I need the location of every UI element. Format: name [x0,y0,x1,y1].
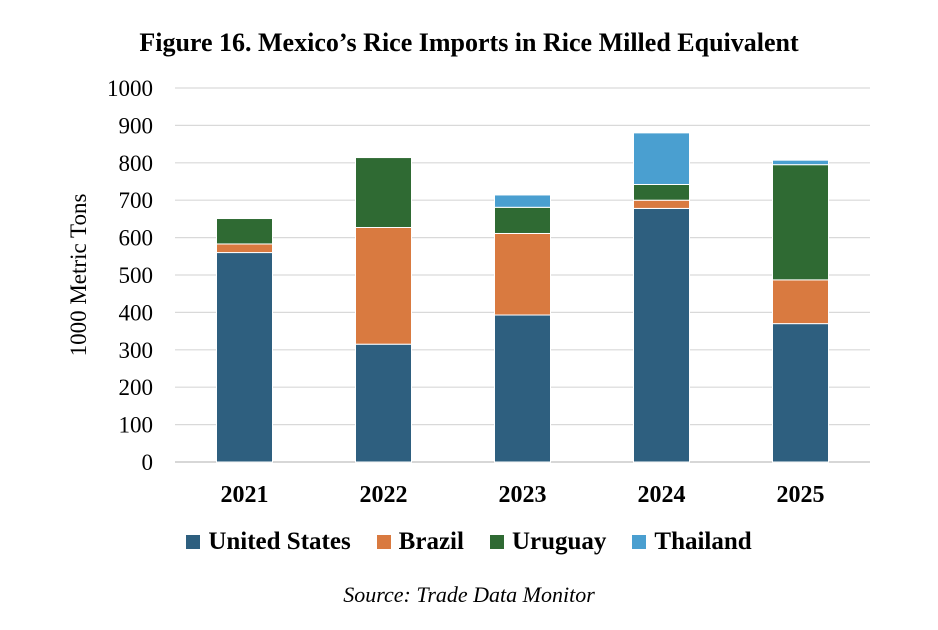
y-tick-label-900: 900 [119,113,154,138]
bar-2025-united-states [772,323,829,463]
y-tick-label-700: 700 [119,188,154,213]
y-tick-label-400: 400 [119,300,154,325]
bar-2025-brazil [772,279,829,325]
chart-title: Figure 16. Mexico’s Rice Imports in Rice… [139,28,799,57]
legend-item-uruguay: Uruguay [489,528,607,556]
bar-2023-thailand [494,194,551,208]
bar-2025-thailand [772,159,829,166]
legend-swatch-brazil [376,535,391,549]
legend-label-uruguay: Uruguay [511,528,607,555]
bar-2023-uruguay [494,206,551,234]
y-tick-label-100: 100 [119,413,154,438]
bar-2024-united-states [633,207,690,463]
x-tick-label-2021: 2021 [221,482,269,508]
y-axis-label: 1000 Metric Tons [66,194,91,357]
bar-2023-brazil [494,232,551,316]
y-tick-label-200: 200 [119,375,154,400]
y-tick-label-0: 0 [142,450,154,475]
bar-2021-united-states [216,252,273,463]
bar-2025-uruguay [772,164,829,281]
legend-item-brazil: Brazil [376,528,464,556]
bar-2022-brazil [355,227,412,345]
y-tick-label-800: 800 [119,151,154,176]
x-tick-label-2025: 2025 [777,482,825,508]
bar-2024-thailand [633,132,690,185]
x-tick-label-2023: 2023 [499,482,547,508]
legend-label-united-states: United States [208,528,351,555]
y-tick-label-300: 300 [119,338,154,363]
bar-2022-uruguay [355,157,412,229]
x-axis-tick-labels: 2021 2022 2023 2024 2025 [221,482,825,508]
bar-2024-brazil [633,199,690,209]
legend-label-thailand: Thailand [654,528,752,555]
chart-source: Source: Trade Data Monitor [343,582,595,607]
bars [216,132,829,463]
legend-label-brazil: Brazil [398,528,464,555]
y-tick-label-500: 500 [119,263,154,288]
bar-2022-united-states [355,343,412,463]
legend-item-thailand: Thailand [632,528,752,556]
x-tick-label-2022: 2022 [360,482,408,508]
legend-swatch-thailand [632,535,647,549]
legend-swatch-uruguay [489,535,504,549]
y-tick-label-600: 600 [119,226,154,251]
y-tick-label-1000: 1000 [107,76,153,101]
bar-2024-uruguay [633,183,690,201]
legend-swatch-united-states [186,535,201,549]
bar-2021-brazil [216,243,273,254]
bar-2023-united-states [494,314,551,463]
chart-legend: United States Brazil Uruguay Thailand [0,528,938,556]
y-axis-tick-labels: 0 100 200 300 400 500 600 700 800 900 1000 [107,76,153,475]
bar-2021-uruguay [216,218,273,245]
x-tick-label-2024: 2024 [638,482,686,508]
legend-item-united-states: United States [186,528,351,556]
